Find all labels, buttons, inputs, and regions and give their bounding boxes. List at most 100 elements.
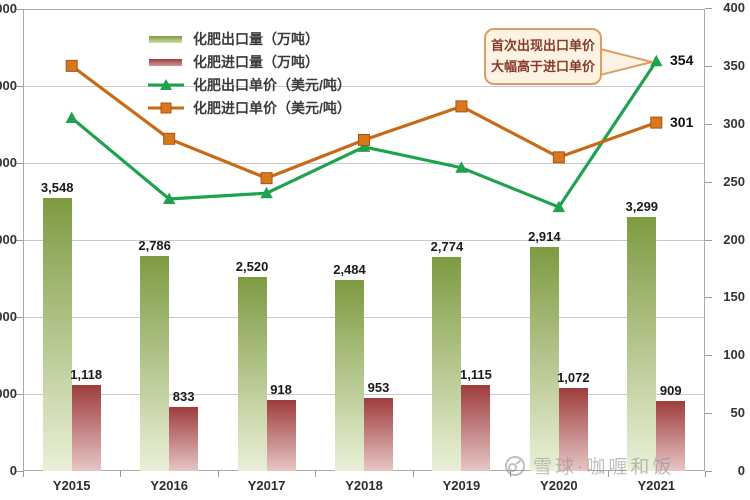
x-axis-tick bbox=[412, 471, 414, 477]
left-axis-tick-label: 0 bbox=[9, 463, 17, 478]
right-axis-tick bbox=[705, 181, 712, 183]
left-axis-tick-label: 5,000 bbox=[0, 78, 17, 93]
right-axis-tick bbox=[705, 297, 712, 299]
watermark-text: 雪球·咖喱和饭 bbox=[533, 457, 675, 478]
bar-value-label: 1,118 bbox=[70, 366, 103, 382]
export-volume-bar bbox=[140, 256, 170, 471]
bar-value-label: 2,914 bbox=[528, 228, 561, 244]
triangle-marker bbox=[65, 111, 78, 123]
gridline bbox=[24, 394, 704, 395]
bar-value-label: 953 bbox=[367, 379, 390, 395]
import-volume-bar bbox=[656, 401, 686, 471]
import-volume-swatch-icon bbox=[146, 55, 186, 69]
right-axis-tick bbox=[705, 355, 712, 357]
x-axis-tick-label: Y2018 bbox=[345, 478, 383, 493]
bar-value-label: 833 bbox=[172, 388, 195, 404]
import-volume-bar bbox=[461, 385, 491, 471]
right-axis-tick-label: 300 bbox=[723, 115, 745, 131]
left-axis-tick-label: 6,000 bbox=[0, 1, 17, 16]
export-volume-bar bbox=[627, 216, 657, 471]
right-axis-tick-label: 400 bbox=[723, 0, 745, 15]
bar-value-label: 1,072 bbox=[557, 370, 590, 386]
left-axis-tick bbox=[16, 317, 23, 318]
legend-label-export-price: 化肥出口单价（美元/吨） bbox=[193, 76, 351, 93]
import-volume-bar bbox=[558, 388, 588, 471]
export-volume-bar bbox=[237, 276, 267, 471]
bar-value-label: 918 bbox=[270, 382, 292, 398]
triangle-marker bbox=[552, 200, 566, 213]
import-volume-bar bbox=[266, 400, 296, 471]
right-axis-tick bbox=[705, 413, 712, 415]
export-volume-bar bbox=[335, 279, 364, 471]
x-axis-tick bbox=[705, 471, 706, 477]
bar-value-label: 2,774 bbox=[430, 239, 464, 255]
left-axis-tick bbox=[16, 9, 23, 10]
right-axis-tick bbox=[705, 8, 712, 9]
export-price-last-label: 354 bbox=[670, 52, 694, 69]
watermark: 雪球·咖喱和饭 bbox=[504, 452, 674, 479]
left-axis-tick-label: 3,000 bbox=[0, 232, 17, 247]
right-axis-tick-label: 100 bbox=[723, 347, 745, 363]
square-marker bbox=[552, 151, 565, 164]
left-axis-tick bbox=[16, 394, 23, 395]
bar-value-label: 1,115 bbox=[460, 367, 492, 383]
right-axis-tick-label: 0 bbox=[737, 463, 745, 478]
legend-label-export-volume: 化肥出口量（万吨） bbox=[193, 30, 319, 47]
legend: 化肥出口量（万吨） 化肥进口量（万吨） 化肥出口单价（美元/吨） bbox=[146, 27, 351, 119]
right-axis-tick bbox=[705, 471, 712, 472]
square-marker bbox=[358, 133, 370, 146]
right-axis-tick bbox=[705, 239, 712, 241]
bar-value-label: 909 bbox=[659, 383, 682, 398]
legend-item-export-price: 化肥出口单价（美元/吨） bbox=[146, 73, 351, 96]
right-axis-tick bbox=[705, 123, 712, 125]
export-volume-swatch-icon bbox=[146, 32, 186, 46]
annotation-line1: 首次出现出口单价 bbox=[490, 38, 595, 53]
annotation-callout: 首次出现出口单价 大幅高于进口单价 bbox=[484, 28, 602, 85]
x-axis-tick bbox=[607, 471, 609, 477]
x-axis-tick-label: Y2020 bbox=[540, 478, 578, 493]
legend-item-import-volume: 化肥进口量（万吨） bbox=[146, 50, 351, 73]
legend-item-import-price: 化肥进口单价（美元/吨） bbox=[146, 96, 351, 119]
import-volume-bar bbox=[71, 384, 101, 471]
legend-label-import-price: 化肥进口单价（美元/吨） bbox=[193, 99, 351, 116]
legend-label-import-volume: 化肥进口量（万吨） bbox=[193, 53, 319, 70]
x-axis-tick-label: Y2016 bbox=[150, 478, 188, 493]
left-axis-tick bbox=[16, 471, 23, 472]
x-axis-tick-label: Y2017 bbox=[247, 478, 286, 493]
import-price-line-icon bbox=[146, 101, 186, 115]
left-axis-tick-label: 1,000 bbox=[0, 386, 17, 401]
gridline bbox=[24, 163, 704, 164]
gridline bbox=[24, 86, 704, 87]
triangle-marker bbox=[357, 140, 371, 152]
left-axis-tick-label: 2,000 bbox=[0, 309, 17, 324]
gridline bbox=[24, 240, 704, 241]
square-marker bbox=[455, 100, 468, 113]
bar-value-label: 3,299 bbox=[625, 198, 659, 214]
right-axis-tick-label: 350 bbox=[723, 57, 745, 73]
bar-value-label: 3,548 bbox=[40, 179, 74, 195]
export-price-line-icon bbox=[146, 78, 186, 92]
x-axis-tick-label: Y2015 bbox=[52, 478, 91, 493]
right-axis-tick-label: 50 bbox=[730, 405, 745, 421]
x-axis-tick-label: Y2021 bbox=[637, 478, 676, 493]
export-volume-bar bbox=[42, 197, 72, 471]
x-axis-tick bbox=[217, 471, 219, 477]
bar-value-label: 2,520 bbox=[235, 258, 269, 274]
left-axis-tick bbox=[16, 86, 23, 87]
x-axis-tick bbox=[315, 471, 317, 477]
x-axis-tick bbox=[23, 471, 24, 477]
bar-value-label: 2,484 bbox=[333, 261, 366, 277]
x-axis-tick-label: Y2019 bbox=[442, 478, 481, 493]
left-axis-tick bbox=[16, 240, 23, 241]
import-price-last-label: 301 bbox=[670, 113, 694, 130]
square-marker bbox=[65, 59, 78, 72]
right-axis-tick bbox=[705, 65, 712, 67]
right-axis-tick-label: 250 bbox=[723, 173, 745, 189]
right-axis-tick-label: 200 bbox=[723, 231, 745, 247]
import-volume-bar bbox=[169, 406, 199, 471]
left-axis-tick-label: 4,000 bbox=[0, 155, 17, 170]
triangle-marker bbox=[455, 161, 468, 173]
export-volume-bar bbox=[432, 257, 462, 471]
triangle-marker bbox=[260, 186, 273, 199]
